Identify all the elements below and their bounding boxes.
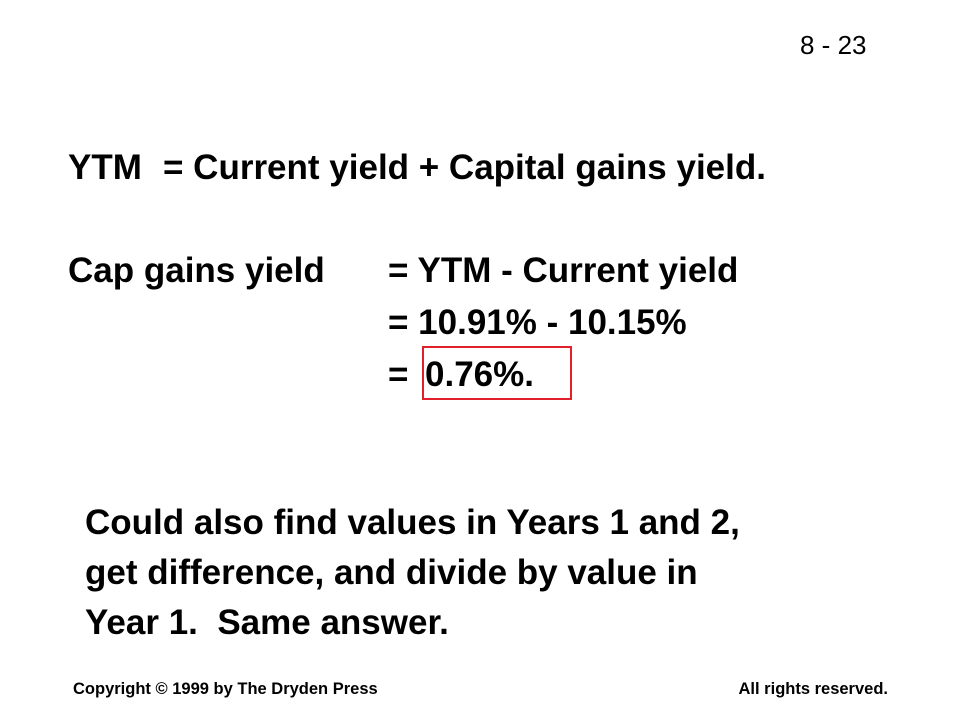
equation-expression: = YTM - Current yield: [388, 251, 739, 290]
equation-expression: = Current yield + Capital gains yield.: [163, 148, 766, 187]
slide-number: 8 - 23: [800, 30, 867, 60]
note-line: get difference, and divide by value in: [85, 553, 698, 592]
note-line: Year 1. Same answer.: [85, 603, 449, 642]
highlight-box: [422, 346, 572, 400]
note-line: Could also find values in Years 1 and 2,: [85, 503, 740, 542]
equation-expression: = 10.91% - 10.15%: [388, 303, 687, 342]
footer-copyright: Copyright © 1999 by The Dryden Press: [73, 680, 378, 698]
equation-label: Cap gains yield: [68, 251, 325, 290]
equation-result: 0.76%.: [425, 355, 534, 394]
equation-label: YTM: [68, 148, 142, 187]
equation-expression: =: [388, 355, 409, 394]
footer-rights: All rights reserved.: [738, 680, 888, 698]
